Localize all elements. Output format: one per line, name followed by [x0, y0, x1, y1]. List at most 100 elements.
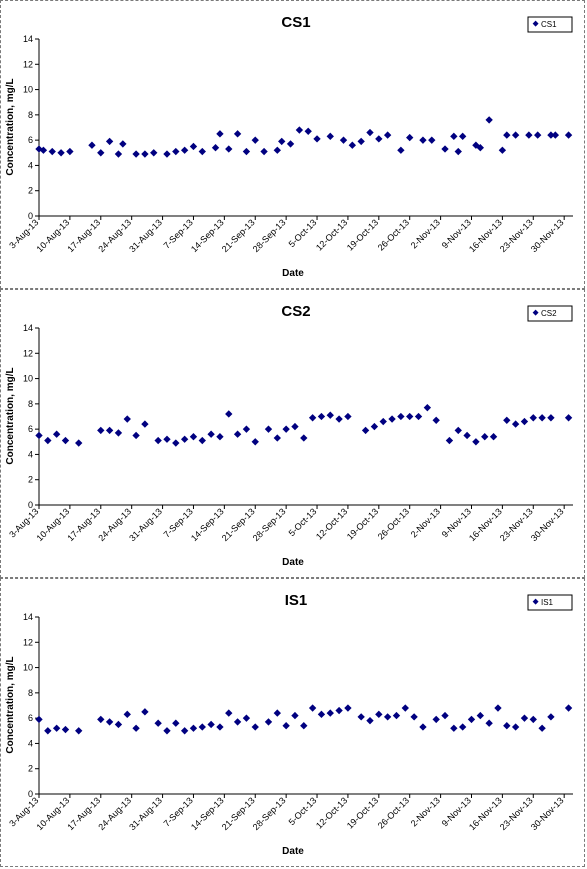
- data-point: [141, 708, 149, 716]
- data-point: [564, 414, 573, 422]
- data-point: [308, 414, 317, 422]
- data-point: [198, 436, 206, 445]
- data-point: [467, 715, 476, 724]
- legend: CS2: [527, 305, 573, 322]
- data-point: [383, 713, 392, 721]
- y-axis-label: Concentration, mg/L: [5, 656, 16, 753]
- data-point: [48, 147, 56, 156]
- data-point: [538, 414, 546, 422]
- data-point: [251, 438, 259, 446]
- data-point: [450, 724, 458, 732]
- data-point: [317, 412, 326, 421]
- data-point: [189, 724, 198, 732]
- data-point: [35, 431, 43, 440]
- x-tick-label: 26-Oct-13: [376, 795, 411, 830]
- data-point: [105, 426, 114, 435]
- x-tick-label: 19-Oct-13: [345, 217, 380, 252]
- data-point: [428, 136, 436, 144]
- data-point: [445, 436, 454, 445]
- y-tick-label: 12: [23, 348, 33, 358]
- data-point: [419, 136, 427, 144]
- chart-title: CS2: [281, 303, 310, 320]
- data-point: [114, 429, 123, 437]
- data-point: [66, 147, 74, 156]
- data-point: [105, 718, 114, 726]
- y-tick-label: 8: [28, 399, 33, 409]
- data-point: [406, 133, 414, 142]
- data-point: [366, 128, 374, 137]
- data-point: [511, 420, 520, 428]
- data-point: [564, 704, 573, 712]
- x-tick-label: 2-Nov-13: [409, 506, 442, 539]
- data-point: [300, 434, 308, 442]
- legend-box: [527, 16, 573, 33]
- data-point: [463, 431, 471, 440]
- y-tick-label: 2: [28, 475, 33, 485]
- chart-is1: IS1 IS1024681012143-Aug-1310-Aug-1317-Aug…: [5, 592, 573, 857]
- data-point: [132, 724, 140, 732]
- data-point: [132, 431, 140, 440]
- y-tick-label: 14: [23, 612, 33, 622]
- data-point: [344, 704, 352, 712]
- data-point: [529, 715, 537, 724]
- data-point: [44, 727, 52, 735]
- data-point: [273, 709, 281, 717]
- data-point: [551, 131, 560, 139]
- x-tick-label: 26-Oct-13: [376, 506, 411, 541]
- data-point: [233, 718, 242, 726]
- data-point: [278, 137, 286, 146]
- x-tick-label: 5-Oct-13: [287, 795, 319, 827]
- data-point: [295, 126, 304, 134]
- data-point: [35, 715, 43, 724]
- chart-panel-cs2: CS2 CS2 0 2 4 6 8 10 12 14 3-Aug-13 10-Aug-13 17-Aug…: [0, 289, 585, 578]
- data-point: [97, 149, 105, 157]
- data-point: [397, 412, 405, 421]
- y-tick-label: 8: [28, 688, 33, 698]
- y-tick-label: 10: [23, 663, 33, 673]
- data-point: [489, 433, 498, 441]
- data-point: [375, 135, 383, 143]
- data-point: [534, 131, 542, 139]
- data-point: [300, 722, 308, 730]
- data-point: [485, 116, 493, 124]
- data-point: [414, 412, 423, 421]
- data-point: [180, 146, 189, 154]
- data-point: [441, 145, 449, 153]
- data-point: [61, 436, 70, 445]
- data-point: [494, 704, 502, 712]
- data-point: [392, 711, 401, 720]
- data-point: [198, 147, 206, 156]
- data-point: [242, 425, 251, 433]
- data-point: [313, 135, 321, 143]
- data-point: [304, 127, 312, 135]
- y-tick-label: 0: [28, 211, 33, 221]
- data-point: [189, 142, 198, 151]
- data-point: [511, 723, 520, 731]
- data-point: [123, 710, 131, 719]
- data-point: [216, 433, 224, 441]
- data-point: [52, 724, 61, 732]
- x-tick-label: 5-Oct-13: [287, 506, 319, 538]
- data-point: [163, 727, 171, 735]
- data-point: [233, 130, 242, 138]
- data-point: [123, 415, 131, 423]
- data-series: [35, 704, 573, 735]
- data-point: [163, 435, 171, 443]
- x-tick-label: 12-Oct-13: [314, 795, 349, 830]
- data-point: [207, 430, 215, 438]
- x-tick-label: 19-Oct-13: [345, 506, 380, 541]
- legend-box: [527, 305, 573, 322]
- data-point: [344, 412, 352, 421]
- data-point: [317, 710, 326, 719]
- data-point: [529, 414, 537, 422]
- data-point: [75, 727, 83, 735]
- x-tick-label: 26-Oct-13: [376, 217, 411, 252]
- x-tick-label: 2-Nov-13: [409, 795, 442, 828]
- chart-title: IS1: [285, 592, 308, 609]
- data-point: [357, 137, 365, 146]
- data-point: [335, 415, 343, 423]
- data-point: [52, 430, 61, 438]
- x-tick-label: 30-Nov-13: [529, 795, 566, 832]
- data-point: [326, 411, 334, 419]
- data-point: [419, 723, 427, 731]
